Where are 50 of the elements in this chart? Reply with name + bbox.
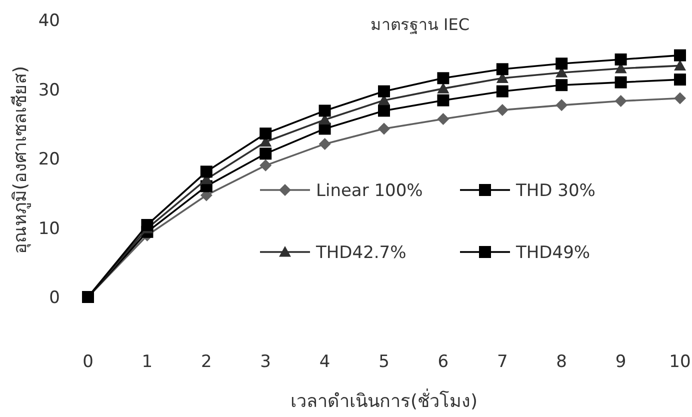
point: [496, 85, 508, 98]
point: [260, 148, 272, 160]
chart-title: มาตรฐาน IEC: [370, 15, 470, 34]
point: [318, 138, 331, 150]
point: [260, 159, 272, 172]
y-tick-label: 10: [38, 218, 60, 239]
point: [378, 85, 390, 98]
y-tick-label: 0: [49, 288, 60, 308]
point: [496, 104, 508, 116]
point: [614, 53, 627, 66]
point: [437, 82, 450, 94]
point: [318, 104, 331, 117]
x-tick-label: 9: [615, 352, 626, 372]
x-tick-label: 0: [82, 352, 94, 372]
point: [260, 128, 272, 140]
x-tick-label: 4: [319, 352, 330, 372]
point: [496, 63, 508, 76]
point: [674, 74, 686, 86]
point: [614, 76, 627, 88]
x-tick-label: 3: [260, 352, 272, 372]
point: [674, 92, 686, 104]
x-tick-label: 2: [200, 352, 212, 372]
point: [556, 99, 568, 112]
point: [378, 104, 390, 117]
x-tick-label: 6: [438, 352, 449, 372]
point: [556, 58, 568, 70]
y-tick-label: 30: [38, 80, 60, 100]
point: [556, 79, 568, 92]
x-tick-label: 7: [496, 352, 508, 372]
x-tick-label: 5: [378, 352, 390, 372]
legend-label: Linear 100%: [316, 181, 423, 201]
point: [437, 113, 450, 126]
x-tick-label: 10: [669, 352, 691, 372]
point: [437, 72, 450, 84]
y-tick-label: 40: [38, 11, 60, 31]
legend-label: THD42.7%: [315, 243, 406, 263]
x-tick-label: 1: [142, 352, 153, 372]
legend-label: THD49%: [515, 243, 590, 263]
point: [437, 94, 450, 106]
point: [674, 60, 686, 71]
point: [141, 218, 154, 231]
point: [674, 49, 686, 62]
y-axis-title: อุณหภูมิ(องศาเซลเซียส): [10, 66, 31, 254]
point: [614, 95, 627, 108]
point: [200, 166, 212, 178]
x-tick-label: 8: [556, 352, 568, 372]
legend-label: THD 30%: [515, 181, 596, 201]
y-tick-label: 20: [38, 150, 60, 170]
x-axis-title: เวลาดำเนินการ(ชั่วโมง): [290, 388, 478, 412]
point: [378, 122, 390, 135]
